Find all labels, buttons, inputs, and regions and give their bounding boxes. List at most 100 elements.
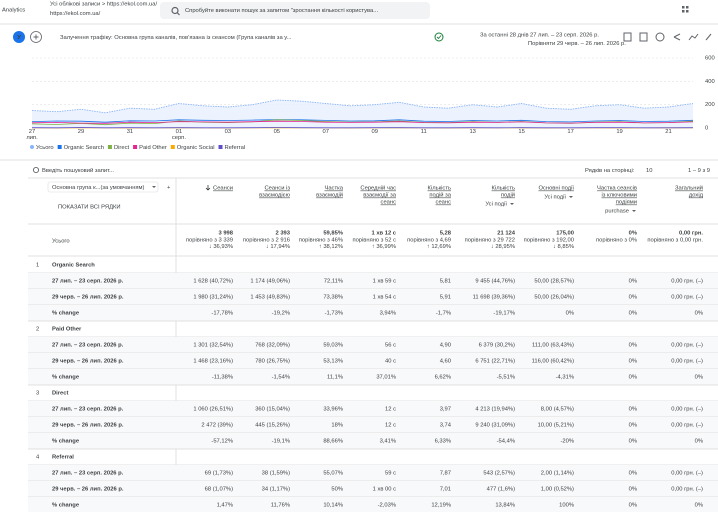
metric-dropdown[interactable]: Усі події (485, 202, 507, 208)
cell: 11,1% (327, 375, 343, 381)
cell: 0% (629, 407, 637, 413)
column-header[interactable]: подіями (616, 200, 637, 206)
metric-dropdown[interactable]: purchase (605, 209, 629, 215)
cell: 0% (629, 295, 637, 301)
column-header[interactable]: подій за (429, 192, 451, 199)
cell: 0% (629, 343, 637, 349)
cell: -1,7% (436, 311, 451, 317)
cell: 12 с (385, 407, 396, 413)
toolbar-icons[interactable] (623, 32, 712, 42)
cell: -20% (560, 439, 574, 445)
add-comparison[interactable] (30, 31, 42, 43)
cell: -2,03% (378, 503, 396, 509)
total-change: ↓ 28,95% (491, 244, 515, 250)
row-label: % change (52, 503, 80, 509)
row-label: % change (52, 311, 80, 317)
cell: 2 472 (39%) (201, 423, 233, 429)
row-background (28, 289, 718, 305)
check-icon (436, 35, 442, 40)
group-index: 1 (36, 263, 39, 269)
plus-icon (33, 34, 39, 40)
search-placeholder[interactable]: Спробуйте виконати пошук за запитом "зро… (185, 7, 378, 14)
cell: 11 698 (39,36%) (473, 295, 516, 301)
total-value: 3 998 (218, 231, 233, 237)
cell: 0% (629, 359, 637, 365)
rows-per-page[interactable]: 10 (646, 168, 652, 174)
cell: 0,00 грн. (–) (671, 423, 703, 429)
cell: 53,13% (323, 359, 343, 365)
row-background (28, 465, 718, 481)
cell: 1 468 (23,16%) (193, 359, 233, 365)
total-value: 0,00 грн. (679, 231, 703, 237)
cell: -1,54% (272, 375, 290, 381)
avatar-letter: У (17, 35, 21, 41)
column-header[interactable]: Кількість (428, 186, 451, 192)
row-background (28, 353, 718, 369)
cell: 7,01 (440, 487, 451, 493)
column-header[interactable]: сеанс (381, 200, 397, 206)
y-tick-label: 600 (705, 56, 715, 62)
property-name[interactable]: https://ekol.com.ua/ (50, 11, 101, 17)
legend-label[interactable]: Paid Other (139, 145, 167, 151)
cell: 68 (1,07%) (205, 487, 233, 493)
column-header[interactable]: Сеанси (213, 186, 233, 192)
add-dimension[interactable]: + (167, 185, 171, 191)
cell: 73,38% (323, 295, 343, 301)
cell: 3,74 (440, 423, 452, 429)
legend-label[interactable]: Direct (114, 145, 130, 151)
cell: 0,00 грн. (–) (671, 407, 703, 413)
dimension-select[interactable] (47, 181, 159, 193)
cell: 5,91 (440, 295, 451, 301)
column-header[interactable]: подій (501, 192, 515, 199)
cell: 1,00 (0,52%) (541, 487, 574, 493)
cell: -1,73% (325, 311, 343, 317)
cell: 0% (629, 279, 637, 285)
column-header[interactable]: взаємодією (259, 193, 291, 199)
column-header[interactable]: сеанс (436, 200, 452, 206)
cell: 88,66% (323, 439, 343, 445)
cell: 40 с (385, 359, 396, 365)
cell: 9 240 (31,09%) (475, 423, 515, 429)
cell: 5,81 (440, 279, 451, 285)
cell: 0% (629, 503, 637, 509)
group-name: Referral (52, 455, 74, 461)
cell: 50% (331, 487, 343, 493)
cell: -19,2% (272, 311, 290, 317)
column-header[interactable]: Основні події (538, 186, 574, 192)
legend-label[interactable]: Organic Search (64, 145, 104, 151)
dropdown-arrow (632, 210, 636, 212)
table-search[interactable]: Введіть пошуковий запит... (42, 167, 114, 174)
cell: 1,47% (217, 503, 233, 509)
column-header[interactable]: із ключовими (601, 193, 637, 199)
legend-marker (170, 145, 175, 149)
column-header[interactable]: Частка сеансів (597, 186, 637, 192)
column-header[interactable]: Кількість (492, 186, 515, 192)
row-background (28, 401, 718, 417)
avatar[interactable] (13, 31, 25, 43)
column-header[interactable]: Загальний (675, 185, 703, 192)
legend-label[interactable]: Усього (36, 145, 54, 151)
dimension-label[interactable]: Основна група к...(за умовчанням) (52, 185, 145, 191)
total-compare: порівняно з 3 339 (186, 238, 233, 244)
apps-icon[interactable] (682, 6, 689, 13)
total-value: 21 124 (497, 231, 516, 237)
metric-dropdown[interactable]: Усі події (544, 195, 566, 201)
show-all-rows[interactable]: ПОКАЗАТИ ВСІ РЯДКИ (58, 205, 121, 211)
column-header[interactable]: Частка (324, 186, 343, 192)
column-header[interactable]: Сеанси із (264, 186, 290, 192)
dropdown-arrow (510, 203, 514, 205)
cell: 780 (26,75%) (255, 359, 290, 365)
cell: 0% (695, 503, 703, 509)
column-header[interactable]: Середній час (360, 185, 396, 192)
column-header[interactable]: дохід (689, 193, 704, 199)
legend-label[interactable]: Referral (225, 145, 246, 151)
column-header[interactable]: взаємодії за (363, 193, 396, 199)
dropdown-arrow (569, 196, 573, 198)
period[interactable]: 27 лип. – 23 серп. 2026 р. (530, 33, 599, 39)
cell: 0% (629, 471, 637, 477)
legend-label[interactable]: Organic Social (177, 145, 215, 151)
column-header[interactable]: взаємодій (316, 192, 343, 199)
cell: 0% (629, 439, 637, 445)
search-box[interactable] (160, 2, 430, 19)
